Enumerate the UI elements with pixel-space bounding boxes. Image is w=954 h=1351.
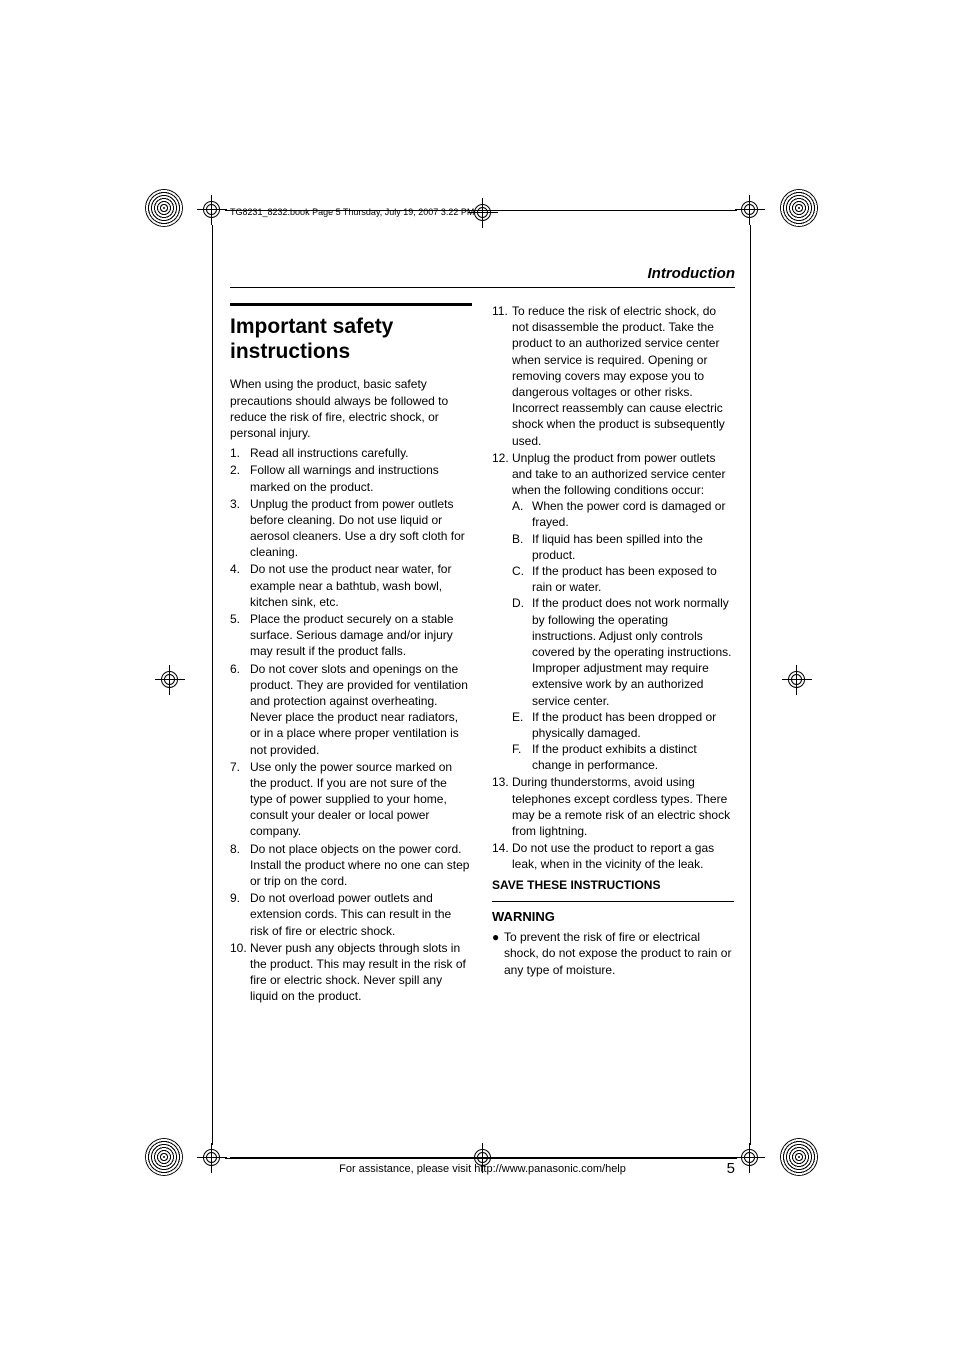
list-number: 3. <box>230 496 250 561</box>
list-text: Never push any objects through slots in … <box>250 940 472 1005</box>
warning-heading: WARNING <box>492 908 734 926</box>
warning-item: ●To prevent the risk of fire or electric… <box>492 929 734 978</box>
sublist-letter: F. <box>512 741 532 773</box>
list-text: Do not use the product near water, for e… <box>250 561 472 610</box>
list-item: 12. Unplug the product from power outlet… <box>492 450 734 774</box>
list-text: Do not overload power outlets and extens… <box>250 890 472 939</box>
crop-line <box>212 225 213 1145</box>
save-instructions-line: SAVE THESE INSTRUCTIONS <box>492 877 734 893</box>
crop-mark <box>782 665 812 695</box>
sublist-item: F.If the product exhibits a distinct cha… <box>512 741 734 773</box>
crop-mark <box>197 1143 227 1173</box>
divider-rule <box>492 901 734 902</box>
section-header: Introduction <box>648 265 735 282</box>
sublist-text: If the product has been exposed to rain … <box>532 563 734 595</box>
conditions-sublist: A.When the power cord is damaged or fray… <box>512 498 734 773</box>
list-text: Do not cover slots and openings on the p… <box>250 661 472 758</box>
intro-paragraph: When using the product, basic safety pre… <box>230 376 472 441</box>
list-number: 4. <box>230 561 250 610</box>
list-item: 5.Place the product securely on a stable… <box>230 611 472 660</box>
list-number: 14. <box>492 840 512 872</box>
bullet-icon: ● <box>492 929 504 978</box>
crop-mark <box>197 195 227 225</box>
sublist-item: D.If the product does not work normally … <box>512 595 734 708</box>
sublist-letter: D. <box>512 595 532 708</box>
list-item: 7.Use only the power source marked on th… <box>230 759 472 840</box>
list-item: 4.Do not use the product near water, for… <box>230 561 472 610</box>
footer-text: For assistance, please visit http://www.… <box>230 1163 735 1175</box>
list-number: 13. <box>492 774 512 839</box>
list-text: Unplug the product from power outlets an… <box>512 450 734 774</box>
list-text-inner: Unplug the product from power outlets an… <box>512 451 725 497</box>
list-item: 3.Unplug the product from power outlets … <box>230 496 472 561</box>
title-rule <box>230 303 472 306</box>
footer-rule <box>230 1157 735 1158</box>
sublist-item: E.If the product has been dropped or phy… <box>512 709 734 741</box>
list-number: 9. <box>230 890 250 939</box>
two-column-layout: Important safety instructions When using… <box>230 303 735 1006</box>
list-item: 6.Do not cover slots and openings on the… <box>230 661 472 758</box>
list-text: Do not place objects on the power cord. … <box>250 841 472 890</box>
list-item: 14.Do not use the product to report a ga… <box>492 840 734 872</box>
sublist-item: C.If the product has been exposed to rai… <box>512 563 734 595</box>
sublist-letter: C. <box>512 563 532 595</box>
sublist-item: B.If liquid has been spilled into the pr… <box>512 531 734 563</box>
list-item: 8.Do not place objects on the power cord… <box>230 841 472 890</box>
left-column: Important safety instructions When using… <box>230 303 472 1006</box>
page-title: Important safety instructions <box>230 314 472 364</box>
list-text: To reduce the risk of electric shock, do… <box>512 303 734 449</box>
list-text: Read all instructions carefully. <box>250 445 472 461</box>
document-meta-header: TG8231_8232.book Page 5 Thursday, July 1… <box>230 207 474 217</box>
list-item: 9.Do not overload power outlets and exte… <box>230 890 472 939</box>
sublist-text: When the power cord is damaged or frayed… <box>532 498 734 530</box>
safety-list: 1.Read all instructions carefully. 2.Fol… <box>230 445 472 1004</box>
list-item: 13.During thunderstorms, avoid using tel… <box>492 774 734 839</box>
header-rule <box>230 287 735 288</box>
crop-mark <box>155 665 185 695</box>
list-number: 1. <box>230 445 250 461</box>
crop-line <box>750 225 751 1145</box>
warning-text: To prevent the risk of fire or electrica… <box>504 929 734 978</box>
sublist-item: A.When the power cord is damaged or fray… <box>512 498 734 530</box>
registration-mark <box>780 1138 818 1176</box>
sublist-text: If liquid has been spilled into the prod… <box>532 531 734 563</box>
list-number: 10. <box>230 940 250 1005</box>
list-text: Place the product securely on a stable s… <box>250 611 472 660</box>
registration-mark <box>145 1138 183 1176</box>
sublist-text: If the product has been dropped or physi… <box>532 709 734 741</box>
list-text: Follow all warnings and instructions mar… <box>250 462 472 494</box>
registration-mark <box>145 189 183 227</box>
list-item: 1.Read all instructions carefully. <box>230 445 472 461</box>
registration-mark <box>780 189 818 227</box>
crop-mark <box>735 195 765 225</box>
list-text: During thunderstorms, avoid using teleph… <box>512 774 734 839</box>
list-item: 11.To reduce the risk of electric shock,… <box>492 303 734 449</box>
right-column: 11.To reduce the risk of electric shock,… <box>492 303 734 1006</box>
sublist-letter: E. <box>512 709 532 741</box>
list-number: 8. <box>230 841 250 890</box>
list-number: 11. <box>492 303 512 449</box>
list-number: 2. <box>230 462 250 494</box>
list-text: Unplug the product from power outlets be… <box>250 496 472 561</box>
list-text: Do not use the product to report a gas l… <box>512 840 734 872</box>
crop-mark <box>735 1143 765 1173</box>
warning-list: ●To prevent the risk of fire or electric… <box>492 929 734 978</box>
sublist-text: If the product does not work normally by… <box>532 595 734 708</box>
sublist-text: If the product exhibits a distinct chang… <box>532 741 734 773</box>
sublist-letter: B. <box>512 531 532 563</box>
list-item: 2.Follow all warnings and instructions m… <box>230 462 472 494</box>
list-number: 12. <box>492 450 512 774</box>
list-number: 6. <box>230 661 250 758</box>
page-number: 5 <box>727 1160 735 1177</box>
sublist-letter: A. <box>512 498 532 530</box>
list-text: Use only the power source marked on the … <box>250 759 472 840</box>
crop-line <box>225 1158 737 1159</box>
list-number: 5. <box>230 611 250 660</box>
list-number: 7. <box>230 759 250 840</box>
list-item: 10.Never push any objects through slots … <box>230 940 472 1005</box>
safety-list-continued: 11.To reduce the risk of electric shock,… <box>492 303 734 873</box>
